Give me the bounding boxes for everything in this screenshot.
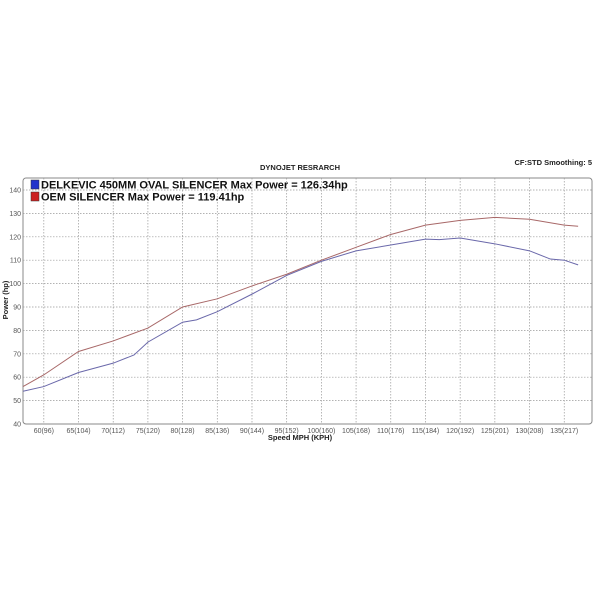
y-axis-label: Power (hp) (1, 280, 10, 319)
x-axis-label: Speed MPH (KPH) (268, 433, 333, 442)
x-tick-label: 100(160) (307, 428, 335, 435)
chart-title: DYNOJET RESRARCH (260, 163, 340, 172)
y-tick-label: 110 (10, 258, 21, 265)
y-tick-label: 50 (13, 398, 21, 405)
legend-entry: DELKEVIC 450MM OVAL SILENCER Max Power =… (41, 180, 348, 192)
x-tick-label: 125(201) (481, 428, 509, 435)
x-tick-label: 65(104) (66, 428, 90, 435)
legend-swatch (30, 179, 40, 190)
y-tick-label: 70 (13, 351, 21, 358)
x-tick-label: 75(120) (136, 428, 160, 435)
y-tick-label: 130 (9, 211, 21, 218)
y-tick-label: 90 (13, 305, 21, 312)
y-tick-label: 100 (9, 281, 21, 288)
y-tick-label: 60 (13, 375, 21, 382)
corner-note: CF:STD Smoothing: 5 (515, 158, 593, 167)
x-tick-label: 115(184) (412, 428, 440, 435)
x-tick-label: 110(176) (377, 428, 405, 435)
x-tick-label: 70(112) (101, 428, 125, 435)
x-tick-label: 105(168) (342, 428, 370, 435)
y-tick-label: 120 (9, 234, 21, 241)
y-tick-label: 140 (9, 188, 21, 195)
y-tick-label: 80 (13, 328, 21, 335)
series-line-1 (22, 237, 579, 392)
x-tick-label: 60(96) (34, 428, 54, 435)
y-tick-label: 40 (13, 422, 21, 429)
plot-area (22, 177, 593, 425)
x-tick-label: 95(152) (275, 428, 299, 435)
x-tick-label: 135(217) (550, 428, 578, 435)
x-tick-label: 90(144) (240, 428, 264, 435)
series-line-0 (22, 216, 579, 387)
x-tick-label: 130(208) (516, 428, 544, 435)
x-tick-label: 85(136) (205, 428, 229, 435)
x-tick-label: 120(192) (446, 428, 474, 435)
legend-swatch (30, 191, 40, 202)
x-tick-label: 80(128) (171, 428, 195, 435)
legend-entry: OEM SILENCER Max Power = 119.41hp (41, 192, 245, 204)
